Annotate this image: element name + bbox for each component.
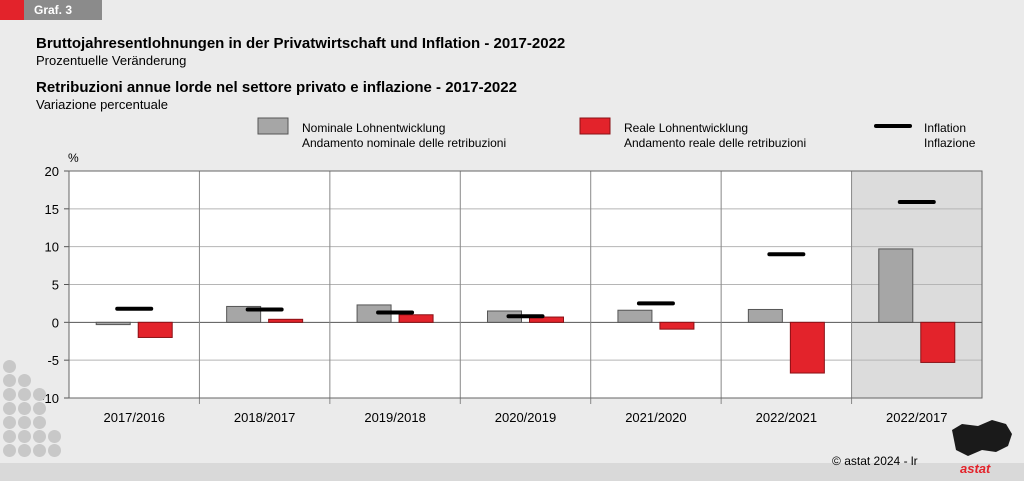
logo-map-shape (952, 420, 1012, 456)
legend-nominal-de: Nominale Lohnentwicklung (302, 121, 446, 135)
y-tick-label: 0 (52, 315, 59, 330)
bar-real (529, 316, 564, 323)
graph-tag: Graf. 3 (24, 0, 102, 20)
bar-real (398, 314, 434, 323)
chart-title-it: Retribuzioni annue lorde nel settore pri… (36, 79, 517, 96)
legend-inflation: Inflation Inflazione (924, 121, 975, 151)
plot-frame (68, 170, 983, 399)
y-tick-label: 5 (52, 278, 59, 293)
decorative-dot (3, 402, 16, 415)
decorative-dot (33, 416, 46, 429)
decorative-dot (48, 430, 61, 443)
decorative-dot (18, 402, 31, 415)
legend-swatch-nominal (257, 117, 289, 135)
decorative-dot (33, 388, 46, 401)
legend-inflation-de: Inflation (924, 121, 967, 135)
decorative-dot (3, 388, 16, 401)
bar-nominal (95, 321, 131, 326)
y-axis-unit: % (68, 151, 79, 165)
header-strip (0, 0, 1024, 18)
category-label: 2017/2016 (103, 410, 164, 425)
copyright-label: astat 2024 - lr (844, 454, 918, 468)
bar-real (789, 321, 825, 374)
decorative-dot (18, 430, 31, 443)
footer-strip (0, 463, 1024, 481)
decorative-dot (33, 430, 46, 443)
legend-nominal-it: Andamento nominale delle retribuzioni (302, 136, 507, 150)
decorative-dot (18, 444, 31, 457)
legend-nominal: Nominale Lohnentwicklung Andamento nomin… (302, 121, 506, 151)
decorative-dot (3, 416, 16, 429)
decorative-dot (48, 444, 61, 457)
astat-logo: astat (960, 461, 991, 476)
decorative-dot (3, 360, 16, 373)
y-tick-label: 10 (45, 240, 59, 255)
category-label: 2020/2019 (495, 410, 556, 425)
decorative-dot (18, 416, 31, 429)
decorative-dot (33, 402, 46, 415)
legend-swatch-real (579, 117, 611, 135)
category-label: 2021/2020 (625, 410, 686, 425)
header-accent (0, 0, 24, 20)
decorative-dot (18, 374, 31, 387)
legend-inflation-it: Inflazione (924, 136, 976, 150)
decorative-dot (3, 374, 16, 387)
bar-real (659, 321, 695, 330)
chart-subtitle-it: Variazione percentuale (36, 97, 169, 112)
decorative-dot (3, 430, 16, 443)
y-tick-label: 15 (45, 202, 59, 217)
y-tick-label: -5 (47, 353, 59, 368)
bar-real (137, 321, 173, 338)
bar-nominal (878, 248, 914, 323)
category-label: 2022/2017 (886, 410, 947, 425)
category-label: 2022/2021 (756, 410, 817, 425)
category-label: 2019/2018 (364, 410, 425, 425)
decorative-dot (33, 444, 46, 457)
chart-subtitle-de: Prozentuelle Veränderung (36, 53, 187, 68)
category-label: 2018/2017 (234, 410, 295, 425)
decorative-dot (18, 388, 31, 401)
legend-real-de: Reale Lohnentwicklung (624, 121, 749, 135)
legend-real: Reale Lohnentwicklung Andamento reale de… (624, 121, 806, 151)
bar-nominal (617, 309, 653, 323)
bar-nominal (747, 308, 783, 323)
legend-real-it: Andamento reale delle retribuzioni (624, 136, 807, 150)
bar-real (268, 318, 304, 323)
y-tick-label: 20 (45, 164, 59, 179)
bar-real (920, 321, 956, 363)
copyright-text: © astat 2024 - lr (832, 454, 918, 468)
decorative-dot (3, 444, 16, 457)
chart-title-de: Bruttojahresentlohnungen in der Privatwi… (36, 35, 566, 52)
